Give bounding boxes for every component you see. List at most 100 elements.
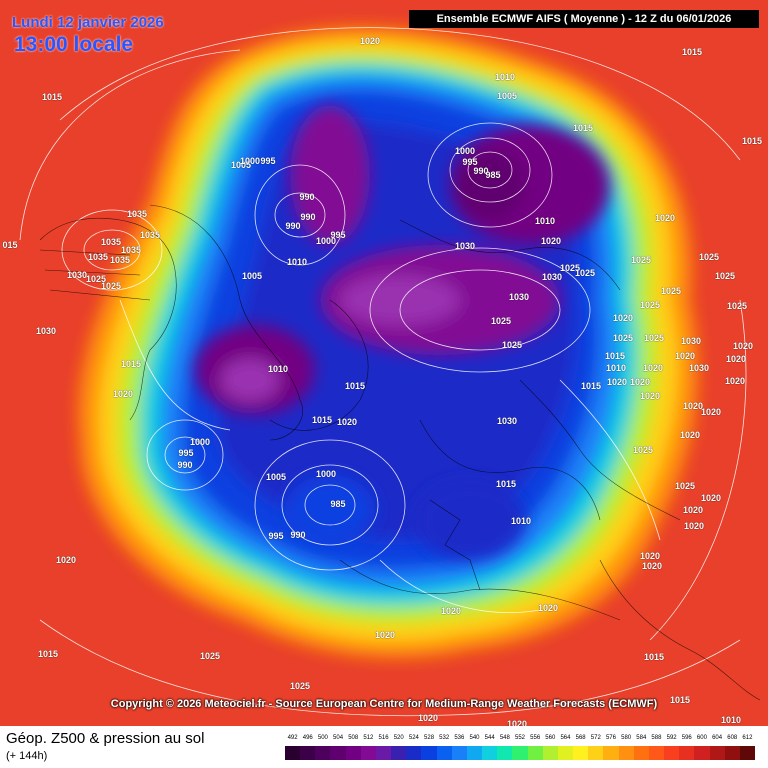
isobar-label: 1025 bbox=[199, 651, 221, 661]
isobar-label: 1015 bbox=[120, 359, 142, 369]
legend-swatch bbox=[391, 746, 407, 760]
legend-label: 496 bbox=[302, 735, 313, 741]
isobar-label: 1020 bbox=[724, 376, 746, 386]
legend-label: 588 bbox=[651, 735, 662, 741]
isobar-label: 1025 bbox=[714, 271, 736, 281]
legend-swatch bbox=[315, 746, 331, 760]
isobar-label: 1030 bbox=[35, 326, 57, 336]
legend-swatch bbox=[300, 746, 316, 760]
isobar-label: 1005 bbox=[241, 271, 263, 281]
legend-label: 604 bbox=[712, 735, 723, 741]
isobar-label: 1035 bbox=[126, 209, 148, 219]
legend-swatch bbox=[482, 746, 498, 760]
isobar-label: 1015 bbox=[41, 92, 63, 102]
legend-label: 508 bbox=[348, 735, 359, 741]
isobar-label: 1020 bbox=[639, 391, 661, 401]
legend-swatch bbox=[679, 746, 695, 760]
legend-label: 552 bbox=[514, 735, 526, 741]
isobar-lines bbox=[19, 27, 747, 717]
isobar-label: 1030 bbox=[496, 416, 518, 426]
legend-swatch bbox=[648, 746, 665, 760]
legend-swatch bbox=[573, 746, 589, 760]
isobar-label: 1015 bbox=[604, 351, 626, 361]
isobar-label: 1020 bbox=[112, 389, 134, 399]
isobar-label: 1025 bbox=[100, 281, 122, 291]
isobar-label: 1020 bbox=[336, 417, 358, 427]
isobar-label: 1010 bbox=[286, 257, 308, 267]
isobar-label: 990 bbox=[299, 192, 315, 202]
isobar-label: 1020 bbox=[629, 377, 651, 387]
legend-swatch bbox=[330, 746, 347, 760]
isobar-label: 990 bbox=[177, 460, 193, 470]
isobar-label: 1020 bbox=[641, 561, 663, 571]
isobar-label: 1020 bbox=[606, 377, 628, 387]
legend-label: 536 bbox=[454, 735, 465, 741]
isobar-label: 1020 bbox=[674, 351, 696, 361]
legend-swatch bbox=[694, 746, 710, 760]
legend-swatch bbox=[542, 746, 559, 760]
legend-swatch bbox=[512, 746, 529, 760]
isobar-label: 1015 bbox=[669, 695, 691, 705]
isobar-label: 1015 bbox=[741, 136, 763, 146]
legend-swatch bbox=[406, 746, 422, 760]
legend-label: 548 bbox=[499, 735, 510, 741]
legend-label: 556 bbox=[530, 735, 541, 741]
legend-label: 600 bbox=[696, 735, 707, 741]
isobar-label: 1035 bbox=[120, 245, 142, 255]
forecast-date: Lundi 12 janvier 2026 bbox=[12, 14, 164, 31]
isobar-label: 1030 bbox=[66, 270, 88, 280]
legend-swatch bbox=[436, 746, 453, 760]
legend-swatch bbox=[588, 746, 604, 760]
isobar-label: 1020 bbox=[682, 505, 704, 515]
isobar-label: 1020 bbox=[506, 719, 528, 729]
isobar-label: 1020 bbox=[537, 603, 559, 613]
isobar-label: 1020 bbox=[639, 551, 661, 561]
legend-swatch bbox=[345, 746, 362, 760]
isobar-label: 1010 bbox=[494, 72, 516, 82]
isobar-label: 1025 bbox=[726, 301, 748, 311]
isobar-label: 1030 bbox=[454, 241, 476, 251]
legend-label: 572 bbox=[590, 735, 601, 741]
legend-label: 540 bbox=[469, 735, 480, 741]
isobar-label: 1020 bbox=[683, 521, 705, 531]
isobar-label: 990 bbox=[285, 221, 301, 231]
isobar-label: 1020 bbox=[642, 363, 664, 373]
isobar-label: 1010 bbox=[267, 364, 289, 374]
isobar-label: 1015 bbox=[311, 415, 333, 425]
isobar-label: 1015 bbox=[344, 381, 366, 391]
isobar-label: 1020 bbox=[359, 36, 381, 46]
legend-swatch bbox=[618, 746, 635, 760]
isobar-label: 1010 bbox=[510, 516, 532, 526]
legend-label: 532 bbox=[439, 735, 450, 741]
legend-swatch bbox=[603, 746, 620, 760]
legend-label: 568 bbox=[575, 735, 586, 741]
isobar-label: 1030 bbox=[680, 336, 702, 346]
isobar-label: 990 bbox=[473, 166, 489, 176]
legend-label: 516 bbox=[378, 735, 389, 741]
map-parameter-title: Géop. Z500 & pression au sol bbox=[6, 730, 205, 747]
legend-swatch bbox=[664, 746, 680, 760]
legend-label: 504 bbox=[333, 735, 344, 741]
legend-label: 596 bbox=[681, 735, 692, 741]
isobar-label: 1020 bbox=[700, 407, 722, 417]
isobar-label: 1025 bbox=[643, 333, 665, 343]
isobar-label: 1015 bbox=[495, 479, 517, 489]
legend-label: 592 bbox=[666, 735, 677, 741]
isobar-label: 1025 bbox=[630, 255, 652, 265]
isobar-label: 1025 bbox=[559, 263, 581, 273]
legend-label: 492 bbox=[287, 735, 298, 741]
isobar-label: 1025 bbox=[490, 316, 512, 326]
legend-swatch bbox=[724, 746, 741, 760]
isobar-label: 1025 bbox=[698, 252, 720, 262]
isobar-label: 1025 bbox=[632, 445, 654, 455]
isobar-label: 1020 bbox=[679, 430, 701, 440]
isobar-label: 1015 bbox=[580, 381, 602, 391]
legend-label: 612 bbox=[742, 735, 753, 741]
isobar-label: 990 bbox=[290, 530, 306, 540]
legend-swatch bbox=[739, 746, 756, 760]
legend-label: 524 bbox=[408, 735, 419, 741]
legend-labels: 492 496 500 504 508 512 516 520 524 528 532 536 540 5… bbox=[285, 735, 755, 745]
isobar-label: 1020 bbox=[540, 236, 562, 246]
isobar-label: 1030 bbox=[508, 292, 530, 302]
